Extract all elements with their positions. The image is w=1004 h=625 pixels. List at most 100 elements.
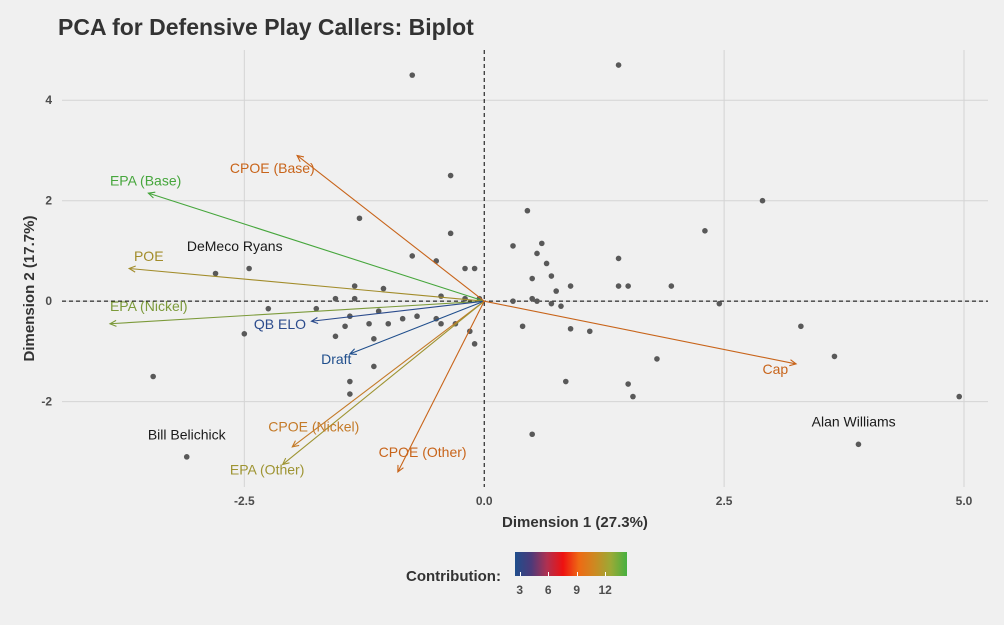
data-point	[538, 240, 545, 247]
data-point	[534, 298, 540, 304]
vector-layer	[108, 154, 798, 474]
y-tick-label: 2	[45, 194, 52, 208]
vector-label-epa-base: EPA (Base)	[110, 173, 181, 189]
legend-title: Contribution:	[406, 568, 501, 585]
vector-label-poe: POE	[134, 248, 164, 264]
data-point	[529, 295, 535, 302]
data-point	[798, 323, 804, 330]
legend-tick-label: 9	[573, 583, 580, 597]
vector-epa-other	[282, 300, 485, 465]
vector-cpoe-nickel	[291, 300, 485, 448]
data-point	[366, 320, 372, 327]
data-point	[510, 243, 516, 249]
vector-label-cpoe-other: CPOE (Other)	[379, 444, 467, 460]
vector-label-cpoe-nickel: CPOE (Nickel)	[268, 419, 359, 435]
data-point	[150, 373, 156, 380]
x-axis-title: Dimension 1 (27.3%)	[502, 514, 648, 531]
data-point	[630, 393, 636, 400]
data-point	[615, 255, 622, 262]
data-point	[558, 303, 564, 309]
data-point	[447, 172, 454, 179]
data-point	[265, 305, 272, 312]
label-layer: EPA (Base) POE EPA (Nickel) QB ELO Draft CPOE…	[110, 160, 896, 477]
data-point	[548, 273, 555, 279]
data-point	[553, 288, 559, 294]
data-point	[543, 260, 550, 267]
legend-tick-label: 3	[516, 583, 524, 597]
vector-arrowhead-draft	[348, 348, 357, 355]
data-point	[524, 207, 531, 214]
data-point	[371, 363, 377, 370]
legend-tick	[519, 572, 521, 576]
data-point	[462, 295, 468, 302]
data-point	[347, 313, 353, 320]
vector-cpoe-base	[296, 155, 485, 302]
data-point	[615, 283, 622, 289]
data-point	[332, 295, 339, 302]
y-axis-title: Dimension 2 (17.7%)	[21, 216, 38, 362]
data-point	[462, 265, 468, 272]
legend-tick	[576, 572, 578, 576]
x-tick-label: 5.0	[956, 494, 973, 508]
y-tick-label: -2	[41, 395, 52, 409]
legend-colorbar-wrap: 3 6 9 12	[513, 552, 629, 597]
data-point	[399, 315, 406, 322]
data-point	[668, 283, 675, 289]
vector-label-epa-other: EPA (Other)	[230, 461, 304, 477]
data-point	[347, 378, 353, 385]
x-tick-label: 2.5	[716, 494, 733, 508]
vector-cpoe-other	[397, 300, 485, 473]
vector-arrowhead-epa-base	[147, 191, 156, 199]
grid-lines	[62, 50, 988, 487]
data-point	[351, 283, 358, 289]
vector-label-draft: Draft	[321, 351, 351, 367]
data-point	[371, 336, 377, 342]
data-point	[956, 393, 963, 400]
point-label-alan-williams: Alan Williams	[812, 414, 896, 430]
data-point	[385, 320, 392, 327]
legend-colorbar	[514, 552, 627, 576]
data-point	[347, 391, 353, 397]
vector-arrowhead-poe	[127, 265, 136, 273]
data-point	[471, 341, 478, 347]
data-point	[855, 441, 862, 448]
data-point	[534, 250, 540, 257]
data-point	[414, 313, 420, 320]
data-point	[246, 265, 252, 272]
vector-poe	[129, 267, 485, 302]
data-point	[519, 323, 526, 330]
data-point	[356, 215, 363, 222]
data-point	[212, 270, 219, 277]
data-point	[625, 381, 631, 387]
data-point	[351, 295, 358, 302]
vector-epa-nickel	[109, 300, 485, 325]
data-point	[438, 320, 444, 327]
legend-tick-label: 12	[598, 583, 612, 597]
data-point	[529, 275, 535, 282]
vector-qb-elo	[311, 300, 485, 322]
point-label-demeco-ryans: DeMeco Ryans	[187, 238, 283, 254]
vector-arrowhead-cap	[789, 359, 798, 367]
data-point	[562, 378, 569, 385]
point-layer	[150, 62, 963, 460]
data-point	[654, 356, 660, 362]
data-point	[375, 308, 382, 314]
vector-arrowhead-qb-elo	[310, 317, 319, 325]
data-point	[313, 305, 320, 312]
data-point	[183, 454, 190, 460]
data-point	[529, 431, 535, 438]
x-tick-label: -2.5	[234, 494, 255, 508]
data-point	[567, 325, 574, 332]
legend-tick-label: 6	[544, 583, 552, 597]
chart-title: PCA for Defensive Play Callers: Biplot	[58, 14, 474, 40]
data-point	[716, 300, 723, 307]
vector-label-cap: Cap	[762, 361, 788, 377]
data-point	[332, 333, 339, 340]
vector-arrowhead-epa-nickel	[108, 319, 117, 327]
data-point	[548, 300, 555, 307]
vector-cap	[484, 300, 797, 365]
y-tick-label: 0	[45, 294, 52, 308]
vector-label-epa-nickel: EPA (Nickel)	[110, 298, 188, 314]
tick-layer: -2.5 0.0 2.5 5.0 -2 0 2 4	[41, 93, 972, 508]
